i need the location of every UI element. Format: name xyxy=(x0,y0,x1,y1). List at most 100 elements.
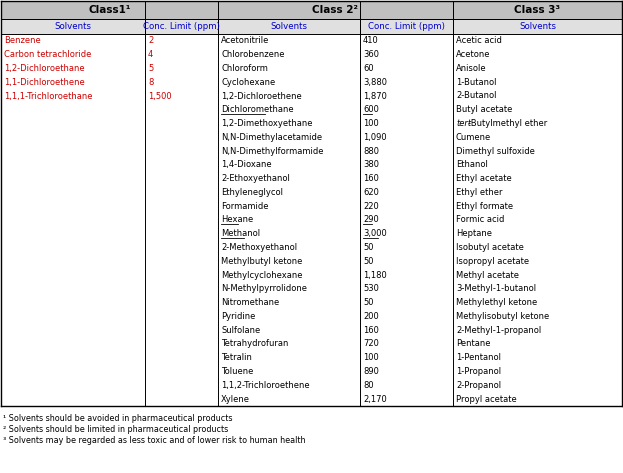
Bar xyxy=(360,19,453,34)
Text: ¹ Solvents should be avoided in pharmaceutical products: ¹ Solvents should be avoided in pharmace… xyxy=(3,414,232,423)
Text: 2-Methoxyethanol: 2-Methoxyethanol xyxy=(221,243,297,252)
Text: Conc. Limit (ppm): Conc. Limit (ppm) xyxy=(143,22,220,31)
Text: 380: 380 xyxy=(363,160,379,169)
Text: Methylisobutyl ketone: Methylisobutyl ketone xyxy=(456,312,549,321)
Text: Chlorobenzene: Chlorobenzene xyxy=(221,50,285,59)
Text: Formic acid: Formic acid xyxy=(456,216,505,225)
Text: 50: 50 xyxy=(363,243,374,252)
Bar xyxy=(218,1,453,19)
Text: Cumene: Cumene xyxy=(456,133,492,142)
Text: 720: 720 xyxy=(363,340,379,349)
Text: ³ Solvents may be regarded as less toxic and of lower risk to human health: ³ Solvents may be regarded as less toxic… xyxy=(3,436,305,445)
Text: Anisole: Anisole xyxy=(456,64,487,73)
Text: 50: 50 xyxy=(363,298,374,307)
Text: Solvents: Solvents xyxy=(54,22,92,31)
Text: 50: 50 xyxy=(363,257,374,266)
Text: Heptane: Heptane xyxy=(456,229,492,238)
Text: Class1¹: Class1¹ xyxy=(88,5,131,15)
Text: 1,1-Dichloroethene: 1,1-Dichloroethene xyxy=(4,78,85,87)
Text: Xylene: Xylene xyxy=(221,394,250,403)
Text: Acetone: Acetone xyxy=(456,50,490,59)
Bar xyxy=(453,1,622,19)
Text: 1-Propanol: 1-Propanol xyxy=(456,367,501,376)
Text: 1,4-Dioxane: 1,4-Dioxane xyxy=(221,160,272,169)
Text: Butyl acetate: Butyl acetate xyxy=(456,105,512,114)
Bar xyxy=(1,1,218,19)
Text: Benzene: Benzene xyxy=(4,36,40,45)
Text: 620: 620 xyxy=(363,188,379,197)
Text: 600: 600 xyxy=(363,105,379,114)
Text: 3,000: 3,000 xyxy=(363,229,387,238)
Bar xyxy=(1,34,622,406)
Text: 1,180: 1,180 xyxy=(363,271,387,280)
Text: N,N-Dimethylacetamide: N,N-Dimethylacetamide xyxy=(221,133,322,142)
Text: Cyclohexane: Cyclohexane xyxy=(221,78,275,87)
Text: Solvents: Solvents xyxy=(270,22,308,31)
Text: Ethyleneglycol: Ethyleneglycol xyxy=(221,188,283,197)
Bar xyxy=(218,19,360,34)
Text: Dimethyl sulfoxide: Dimethyl sulfoxide xyxy=(456,147,535,156)
Text: Class 2²: Class 2² xyxy=(313,5,358,15)
Text: 410: 410 xyxy=(363,36,379,45)
Text: 2,170: 2,170 xyxy=(363,394,387,403)
Text: Methylbutyl ketone: Methylbutyl ketone xyxy=(221,257,302,266)
Text: ² Solvents should be limited in pharmaceutical products: ² Solvents should be limited in pharmace… xyxy=(3,425,228,434)
Text: 160: 160 xyxy=(363,174,379,183)
Text: N-Methylpyrrolidone: N-Methylpyrrolidone xyxy=(221,284,307,293)
Text: tert: tert xyxy=(456,119,471,128)
Text: 2-Propanol: 2-Propanol xyxy=(456,381,501,390)
Text: 3,880: 3,880 xyxy=(363,78,387,87)
Text: Pentane: Pentane xyxy=(456,340,490,349)
Text: 100: 100 xyxy=(363,353,379,362)
Text: Solvents: Solvents xyxy=(519,22,556,31)
Text: Sulfolane: Sulfolane xyxy=(221,326,260,335)
Text: Isopropyl acetate: Isopropyl acetate xyxy=(456,257,529,266)
Text: 1,500: 1,500 xyxy=(148,91,171,100)
Text: 1,090: 1,090 xyxy=(363,133,387,142)
Text: Methylcyclohexane: Methylcyclohexane xyxy=(221,271,303,280)
Text: Nitromethane: Nitromethane xyxy=(221,298,279,307)
Text: Pyridine: Pyridine xyxy=(221,312,255,321)
Text: 100: 100 xyxy=(363,119,379,128)
Text: Tetralin: Tetralin xyxy=(221,353,252,362)
Text: Methyl acetate: Methyl acetate xyxy=(456,271,519,280)
Text: Hexane: Hexane xyxy=(221,216,254,225)
Text: 530: 530 xyxy=(363,284,379,293)
Text: 360: 360 xyxy=(363,50,379,59)
Text: Propyl acetate: Propyl acetate xyxy=(456,394,516,403)
Text: 880: 880 xyxy=(363,147,379,156)
Text: 290: 290 xyxy=(363,216,379,225)
Text: Tetrahydrofuran: Tetrahydrofuran xyxy=(221,340,288,349)
Text: Methylethyl ketone: Methylethyl ketone xyxy=(456,298,537,307)
Text: Ethanol: Ethanol xyxy=(456,160,488,169)
Text: 160: 160 xyxy=(363,326,379,335)
Text: 1-Butanol: 1-Butanol xyxy=(456,78,497,87)
Text: 60: 60 xyxy=(363,64,374,73)
Text: Ethyl formate: Ethyl formate xyxy=(456,201,513,211)
Text: Class 3³: Class 3³ xyxy=(515,5,561,15)
Text: 1,2-Dichloroethane: 1,2-Dichloroethane xyxy=(4,64,85,73)
Text: 1,870: 1,870 xyxy=(363,91,387,100)
Text: 80: 80 xyxy=(363,381,374,390)
Text: 2-Methyl-1-propanol: 2-Methyl-1-propanol xyxy=(456,326,541,335)
Text: Isobutyl acetate: Isobutyl acetate xyxy=(456,243,524,252)
Text: 3-Methyl-1-butanol: 3-Methyl-1-butanol xyxy=(456,284,536,293)
Text: Acetic acid: Acetic acid xyxy=(456,36,502,45)
Text: 1,1,1-Trichloroethane: 1,1,1-Trichloroethane xyxy=(4,91,92,100)
Text: Ethyl acetate: Ethyl acetate xyxy=(456,174,511,183)
Text: 1,2-Dimethoxyethane: 1,2-Dimethoxyethane xyxy=(221,119,313,128)
Text: Methanol: Methanol xyxy=(221,229,260,238)
Text: -Butylmethyl ether: -Butylmethyl ether xyxy=(468,119,547,128)
Text: 890: 890 xyxy=(363,367,379,376)
Text: Dichloromethane: Dichloromethane xyxy=(221,105,293,114)
Text: 5: 5 xyxy=(148,64,153,73)
Text: Acetonitrile: Acetonitrile xyxy=(221,36,269,45)
Text: 2-Ethoxyethanol: 2-Ethoxyethanol xyxy=(221,174,290,183)
Bar xyxy=(1,19,145,34)
Text: 4: 4 xyxy=(148,50,153,59)
Text: 1,2-Dichloroethene: 1,2-Dichloroethene xyxy=(221,91,302,100)
Bar xyxy=(453,19,622,34)
Text: 200: 200 xyxy=(363,312,379,321)
Text: 2-Butanol: 2-Butanol xyxy=(456,91,497,100)
Text: 220: 220 xyxy=(363,201,379,211)
